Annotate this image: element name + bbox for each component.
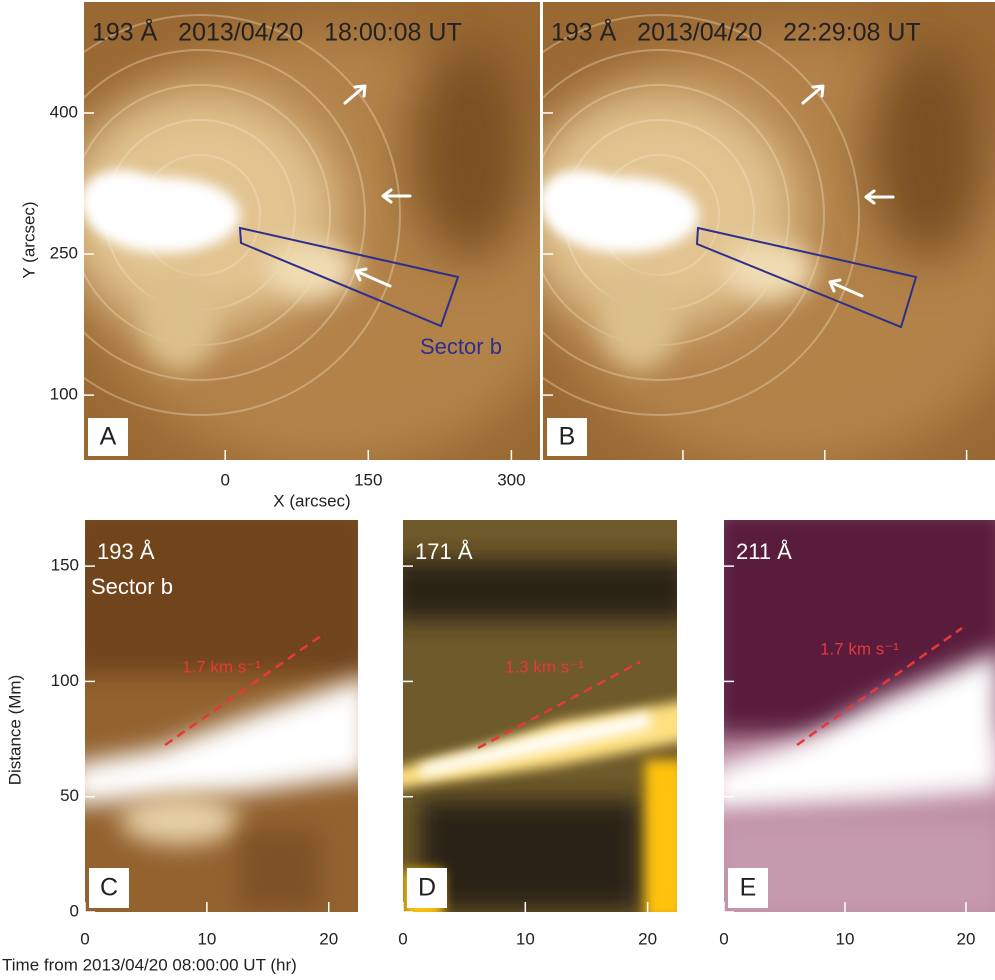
label-box	[88, 418, 128, 456]
y-tick-label: 0	[70, 901, 79, 920]
wavelength-label: 193 Å	[97, 539, 155, 564]
y-tick-label: 50	[60, 786, 79, 805]
y-axis-label: Distance (Mm)	[5, 675, 24, 786]
fit-line	[164, 631, 326, 747]
x-tick-label: 10	[197, 929, 216, 948]
fit-line	[477, 660, 641, 750]
speed-label: 1.3 km s⁻¹	[505, 657, 584, 676]
arrow	[801, 84, 825, 105]
x-tick-label: 10	[836, 929, 855, 948]
arrow	[864, 189, 895, 205]
y-tick-label: 400	[50, 102, 78, 121]
y-tick-label: 250	[50, 244, 78, 263]
speed-label: 1.7 km s⁻¹	[182, 657, 261, 676]
speed-label: 1.7 km s⁻¹	[820, 639, 899, 658]
wavelength-label: 171 Å	[415, 539, 473, 564]
x-tick-label: 20	[319, 929, 338, 948]
x-tick-label: 20	[957, 929, 976, 948]
panel-letter: C	[100, 874, 118, 902]
fit-line	[796, 626, 963, 747]
sector-outline	[695, 226, 918, 329]
label-box	[728, 868, 768, 908]
sector-label: Sector b	[420, 334, 502, 359]
panel-letter: A	[100, 423, 117, 451]
x-tick-label: 0	[719, 929, 728, 948]
y-tick-label: 150	[51, 556, 79, 575]
panel-letter: E	[740, 874, 757, 902]
x-tick-label: 150	[354, 470, 382, 489]
arrow	[354, 267, 392, 288]
x-tick-label: 300	[497, 470, 525, 489]
panel-letter: B	[559, 423, 576, 451]
image-d	[403, 520, 677, 912]
label-box	[407, 868, 447, 908]
image-e	[724, 520, 995, 912]
image-a	[0, 2, 580, 470]
x-axis-label: Time from 2013/04/20 08:00:00 UT (hr)	[2, 955, 297, 974]
panel-title: 193 Å 2013/04/20 22:29:08 UT	[551, 17, 921, 47]
arrow	[343, 84, 367, 105]
x-tick-label: 0	[220, 470, 229, 489]
y-tick-label: 100	[51, 671, 79, 690]
x-tick-label: 0	[398, 929, 407, 948]
sector-label: Sector b	[91, 574, 173, 599]
y-axis-label: Y (arcsec)	[19, 201, 38, 278]
x-tick-label: 20	[638, 929, 657, 948]
arrow	[381, 188, 412, 204]
wavelength-label: 211 Å	[736, 539, 792, 564]
x-tick-label: 0	[80, 929, 89, 948]
label-box	[89, 868, 129, 908]
x-axis-label: X (arcsec)	[273, 491, 350, 510]
x-tick-label: 10	[516, 929, 535, 948]
label-box	[547, 418, 587, 456]
sector-outline	[238, 226, 460, 328]
y-tick-label: 100	[50, 385, 78, 404]
image-c	[85, 520, 358, 912]
panel-title: 193 Å 2013/04/20 18:00:08 UT	[92, 17, 462, 47]
panel-letter: D	[418, 874, 436, 902]
arrow	[828, 278, 864, 298]
